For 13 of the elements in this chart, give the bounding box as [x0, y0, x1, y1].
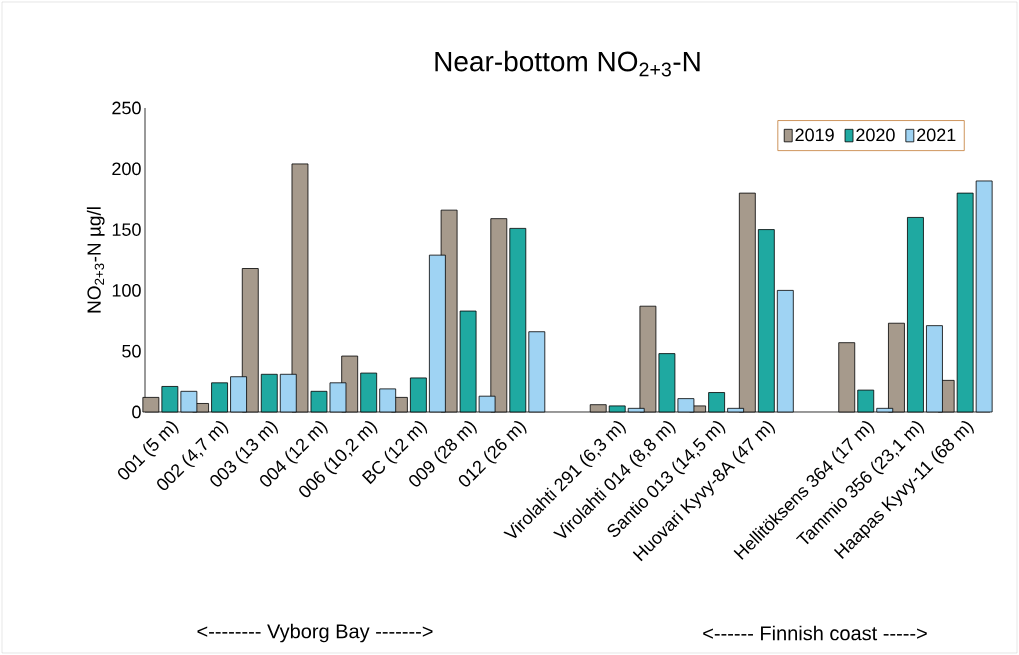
y-tick-label: 50 [122, 344, 141, 358]
legend-label: 2021 [917, 128, 956, 142]
text: <-------- Vyborg Bay -------> [197, 623, 433, 643]
y-tick-label: 150 [112, 223, 141, 236]
y-tick-label: 200 [112, 162, 141, 176]
legend-label: 2019 [795, 128, 834, 142]
text: <------ Finnish coast -----> [703, 625, 927, 641]
chart-title: Near-bottom NO$_{2+3}$-N [435, 50, 700, 77]
legend-label: 2020 [856, 128, 895, 142]
y-tick-label: 100 [112, 284, 141, 297]
y-tick-label: 0 [132, 405, 141, 419]
y-axis-title: NO$_{2+3}$-N µg/l [86, 207, 105, 313]
y-tick-label: 250 [112, 101, 141, 115]
